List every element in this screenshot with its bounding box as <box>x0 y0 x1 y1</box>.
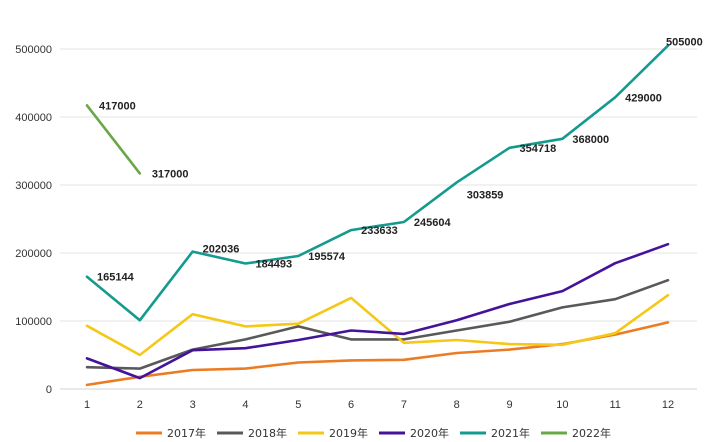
series-line <box>85 104 142 175</box>
x-tick-label: 11 <box>609 399 620 411</box>
data-label: 303859 <box>467 189 504 201</box>
y-tick-label: 400000 <box>15 112 52 124</box>
data-labels: 165144 202036 184493 195574 233633 245604 3038… <box>97 37 703 284</box>
x-tick-label: 1 <box>84 399 90 411</box>
legend-label: 2017年 <box>167 426 206 440</box>
y-tick-label: 0 <box>46 384 52 396</box>
data-label: 417000 <box>99 100 136 112</box>
x-tick-label: 10 <box>556 399 568 411</box>
series-line <box>85 278 670 370</box>
legend-label: 2022年 <box>572 426 611 440</box>
data-label: 165144 <box>97 272 135 284</box>
x-tick-label: 6 <box>348 399 354 411</box>
x-tick-label: 9 <box>506 399 512 411</box>
data-label: 233633 <box>361 225 398 237</box>
legend-label: 2018年 <box>248 426 287 440</box>
data-label: 202036 <box>203 244 240 256</box>
legend-label: 2020年 <box>410 426 449 440</box>
data-label: 317000 <box>152 168 189 180</box>
series-line <box>85 242 670 380</box>
series-lines <box>85 44 670 387</box>
data-label: 245604 <box>414 217 452 229</box>
data-label: 195574 <box>308 251 346 263</box>
x-tick-label: 12 <box>662 399 674 411</box>
gridlines <box>60 48 697 390</box>
legend-label: 2021年 <box>491 426 530 440</box>
x-tick-label: 4 <box>242 399 248 411</box>
series-line <box>85 293 670 357</box>
data-label: 429000 <box>625 92 662 104</box>
x-tick-label: 7 <box>401 399 407 411</box>
x-tick-label: 5 <box>295 399 301 411</box>
data-label: 354718 <box>520 143 557 155</box>
legend-label: 2019年 <box>329 426 368 440</box>
y-tick-label: 100000 <box>15 316 52 328</box>
data-label: 368000 <box>572 134 609 146</box>
x-tick-label: 3 <box>190 399 196 411</box>
y-axis-ticks: 0 100000 200000 300000 400000 500000 <box>15 44 52 396</box>
y-tick-label: 500000 <box>15 44 52 56</box>
data-label: 184493 <box>255 259 292 271</box>
y-tick-label: 300000 <box>15 180 52 192</box>
x-tick-label: 2 <box>137 399 143 411</box>
data-label: 505000 <box>666 37 703 49</box>
x-axis-ticks: 1 2 3 4 5 6 7 8 9 10 11 12 <box>84 399 674 411</box>
series-line <box>85 44 670 322</box>
x-tick-label: 8 <box>454 399 460 411</box>
legend: 2017年 2018年 2019年 2020年 2021年 2022年 <box>136 426 611 440</box>
y-tick-label: 200000 <box>15 248 52 260</box>
